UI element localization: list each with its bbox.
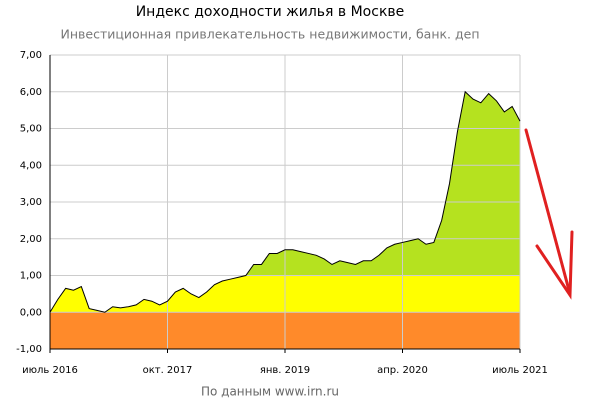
y-tick-label: 4,00	[20, 160, 42, 171]
x-tick-label: окт. 2017	[143, 365, 193, 376]
chart-subtitle: Инвестиционная привлекательность недвижи…	[61, 27, 480, 42]
arrow	[524, 128, 574, 300]
source: По данным www.irn.ru	[201, 385, 339, 399]
y-tick-label: 2,00	[20, 234, 42, 245]
plot	[49, 54, 521, 353]
line	[49, 90, 521, 313]
y-tick-label: 0,00	[20, 307, 42, 318]
x-tick-label: июль 2016	[22, 365, 78, 376]
x-tick-label: апр. 2020	[377, 365, 428, 376]
y-tick-label: 3,00	[20, 197, 42, 208]
y-tick-label: 6,00	[20, 87, 42, 98]
x-tick-label: янв. 2019	[260, 365, 310, 376]
x-tick-label: июль 2021	[492, 365, 548, 376]
y-tick-label: 5,00	[20, 124, 42, 135]
y-tick-label: 7,00	[20, 50, 42, 61]
chart-title: Индекс доходности жилья в Москве	[136, 4, 405, 20]
y-tick-label: 1,00	[20, 271, 42, 282]
y-tick-label: -1,00	[16, 344, 42, 355]
